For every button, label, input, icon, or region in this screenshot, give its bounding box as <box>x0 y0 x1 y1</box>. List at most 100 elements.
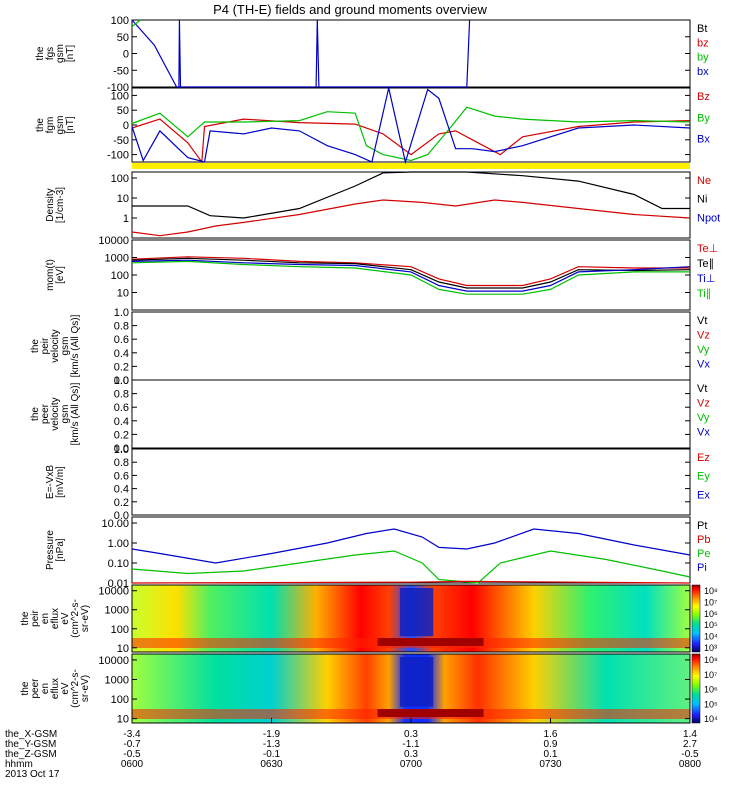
x-row-value: 0800 <box>679 759 702 770</box>
legend-entry: Bz <box>697 91 710 103</box>
y-tick-label: 0.6 <box>114 402 129 414</box>
y-axis-label: gsm <box>60 405 71 424</box>
colorbar-label: 10⁴ <box>704 632 718 642</box>
legend-entry: Ex <box>697 489 710 501</box>
chart-title: P4 (TH-E) fields and ground moments over… <box>213 2 487 17</box>
y-axis-label: [km/s (All Qs)] <box>70 314 81 377</box>
y-tick-label: 10000 <box>98 655 129 667</box>
colorbar-label: 10⁷ <box>704 670 717 680</box>
y-axis-label: peer <box>30 678 41 699</box>
legend-entry: Vz <box>697 330 710 342</box>
y-axis-label: mom(t) <box>45 259 56 291</box>
y-axis-label: velocity <box>50 329 61 362</box>
y-axis-label: the <box>35 118 46 132</box>
y-axis-label: fgm <box>45 117 56 134</box>
y-tick-label: 100 <box>111 173 129 185</box>
panel-fgs: 100 50 0 -50 -100 the fgs gsm [nT] Bt bz by bx <box>35 15 709 94</box>
panel-frame <box>131 171 691 239</box>
y-axis-label: the <box>30 339 41 353</box>
y-axis-label: [nT] <box>65 45 76 62</box>
series-line-green <box>131 550 691 584</box>
legend-entry: Npot <box>697 212 720 224</box>
y-tick-label: 1 <box>123 213 129 225</box>
legend-entry: Ni <box>697 194 707 206</box>
panel-density: 100 10 1 Density [1/cm-3] Ne Ni Npot <box>45 171 720 239</box>
legend-entry: Pb <box>697 534 710 546</box>
y-tick-label: 0.2 <box>114 497 129 509</box>
colorbar-label: 10⁵ <box>704 620 718 630</box>
y-tick-label: 1000 <box>105 674 129 686</box>
y-tick-label: 10 <box>117 193 129 205</box>
legend-entry: Ti⊥ <box>697 273 715 285</box>
y-axis-label: eV <box>60 612 71 625</box>
y-tick-label: 1.00 <box>108 538 129 550</box>
x-row-label: the_Y-GSM <box>5 739 56 750</box>
series-line-black <box>131 257 691 289</box>
y-axis-label: [km/s (All Qs)] <box>70 382 81 445</box>
legend-entry: Vz <box>697 398 710 410</box>
y-tick-label: -50 <box>113 65 129 77</box>
series-line-blue <box>131 87 691 165</box>
legend-entry: Te∥ <box>697 258 714 270</box>
legend-entry: Ey <box>697 471 710 483</box>
colorbar-label: 10⁷ <box>704 597 717 607</box>
y-axis-label: [eV] <box>55 266 66 284</box>
x-row-value: 1.6 <box>544 729 558 740</box>
panel-frame <box>131 87 691 163</box>
y-axis-label: [nT] <box>65 116 76 133</box>
panel-peer_vel: 1.0 0.80.6 0.40.2 0.0 the peer velocity gsm [km/… <box>30 375 710 455</box>
x-row-value: 0.3 <box>404 749 418 760</box>
y-tick-label: 0.8 <box>114 321 129 333</box>
y-axis-label: fgs <box>45 47 56 60</box>
y-tick-label: 0.2 <box>114 429 129 441</box>
series-line-red <box>131 118 691 164</box>
series-line-red <box>131 580 691 584</box>
y-tick-label: 10000 <box>98 586 129 598</box>
legend-entry: Vx <box>697 359 710 371</box>
x-row-label: the_Z-GSM <box>5 749 57 760</box>
y-tick-label: 50 <box>117 105 129 117</box>
y-tick-label: 100 <box>111 694 129 706</box>
legend-entry: By <box>697 112 710 124</box>
x-row-value: 0.3 <box>404 729 418 740</box>
panel-fgm: 100 50 0 -50 -100 the fgm gsm [nT] Bz By Bx <box>35 87 710 169</box>
y-tick-label: 0.0 <box>114 443 129 455</box>
y-tick-label: -100 <box>107 150 129 162</box>
y-tick-label: 100 <box>111 90 129 102</box>
y-tick-label: 0.8 <box>114 389 129 401</box>
y-tick-label: 1.0 <box>114 375 129 387</box>
y-axis-label: Pressure <box>45 530 56 570</box>
legend-entry: Ez <box>697 452 710 464</box>
x-row-value: 1.4 <box>683 729 697 740</box>
y-tick-label: -50 <box>113 135 129 147</box>
y-tick-label: 10 <box>117 643 129 655</box>
y-tick-label: 0 <box>123 49 129 61</box>
y-tick-label: 0.6 <box>114 334 129 346</box>
legend-entry: Bx <box>697 134 710 146</box>
y-axis-label: (cm^2-s- <box>70 669 81 708</box>
y-tick-label: 0.4 <box>114 416 129 428</box>
series-line-red <box>131 256 690 287</box>
colorbar-label: 10⁶ <box>704 609 718 619</box>
y-tick-label: 100 <box>111 15 129 27</box>
y-axis-label: peir <box>30 609 41 626</box>
y-tick-label: 50 <box>117 32 129 44</box>
colorbar-label: 10⁸ <box>704 586 718 596</box>
x-row-value: 0.9 <box>544 739 558 750</box>
y-axis-label: eflux <box>50 608 61 629</box>
x-row-value: 0.1 <box>544 749 558 760</box>
legend-entry: Ne <box>697 175 711 187</box>
y-axis-label: [1/cm-3] <box>55 187 66 223</box>
legend-entry: Pi <box>697 562 707 574</box>
series-line-blue <box>131 528 691 564</box>
x-row-value: -0.1 <box>263 749 281 760</box>
y-tick-label: 0 <box>123 120 129 132</box>
y-tick-label: 0.0 <box>114 510 129 522</box>
legend-entry: Vy <box>697 412 710 424</box>
y-axis-label: sr-eV) <box>80 675 91 702</box>
legend-entry: Vt <box>697 315 707 327</box>
